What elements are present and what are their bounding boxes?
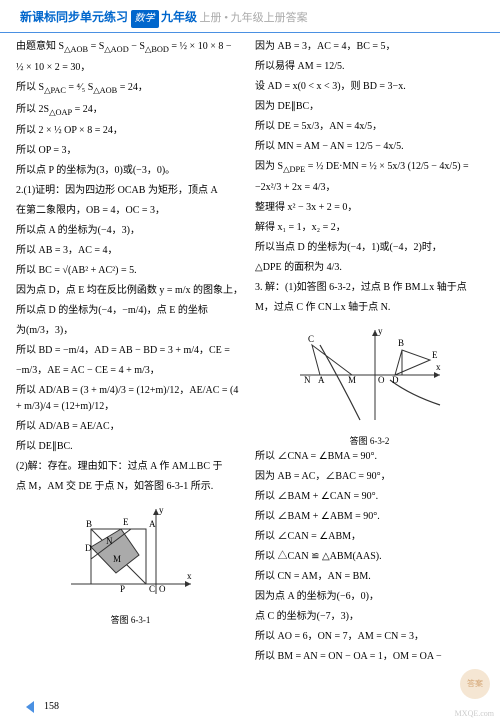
watermark-circle: 答案 bbox=[460, 669, 490, 699]
svg-text:O: O bbox=[378, 375, 385, 385]
svg-text:E: E bbox=[123, 517, 129, 527]
fig1-caption: 答图 6-3-1 bbox=[16, 613, 245, 627]
svg-text:C: C bbox=[149, 584, 155, 594]
fig2-caption: 答图 6-3-2 bbox=[255, 434, 484, 448]
text-line: 由题意知 S△AOB = S△AOD − S△BOD = ½ × 10 × 8 … bbox=[16, 39, 245, 56]
text-line: 所以 BD = −m/4，AD = AB − BD = 3 + m/4，CE = bbox=[16, 343, 245, 359]
text-line: 所以 MN = AM − AN = 12/5 − 4x/5. bbox=[255, 139, 484, 155]
text-line: 所以 AB = 3，AC = 4， bbox=[16, 243, 245, 259]
grade: 九年级 bbox=[161, 10, 197, 24]
text-line: 所以 BM = AN = ON − OA = 1，OM = OA − bbox=[255, 649, 484, 665]
svg-text:D: D bbox=[85, 543, 92, 553]
svg-text:M: M bbox=[348, 375, 356, 385]
text-line: 整理得 x² − 3x + 2 = 0， bbox=[255, 200, 484, 216]
text-line: 所以当点 D 的坐标为(−4，1)或(−4，2)时， bbox=[255, 240, 484, 256]
text-line: 所以 DE = 5x/3，AN = 4x/5， bbox=[255, 119, 484, 135]
text-line: 所以 OP = 3， bbox=[16, 143, 245, 159]
title: 新课标同步单元练习 bbox=[20, 10, 128, 24]
text-line: 点 C 的坐标为(−7，3)， bbox=[255, 609, 484, 625]
text-line: 所以 2S△OAP = 24， bbox=[16, 102, 245, 119]
text-line: 因为 AB = 3，AC = 4，BC = 5， bbox=[255, 39, 484, 55]
svg-text:B: B bbox=[398, 338, 404, 348]
text-line: 所以 ∠BAM + ∠ABM = 90°. bbox=[255, 509, 484, 525]
text-line: (2)解：存在。理由如下：过点 A 作 AM⊥BC 于 bbox=[16, 459, 245, 475]
text-line: 因为点 A 的坐标为(−6，0)， bbox=[255, 589, 484, 605]
text-line: −m/3，AE = AC − CE = 4 + m/3， bbox=[16, 363, 245, 379]
text-line: 所以 AD/AB = AE/AC， bbox=[16, 419, 245, 435]
figure-6-3-2: C B E N A M O D y x bbox=[290, 320, 450, 430]
svg-text:A: A bbox=[318, 375, 325, 385]
text-line: 为(m/3，3)， bbox=[16, 323, 245, 339]
text-line: 因为 AB = AC，∠BAC = 90°， bbox=[255, 469, 484, 485]
svg-text:D: D bbox=[392, 375, 399, 385]
subject-badge: 数学 bbox=[131, 10, 159, 28]
svg-text:E: E bbox=[432, 350, 438, 360]
text-line: 设 AD = x(0 < x < 3)，则 BD = 3−x. bbox=[255, 79, 484, 95]
text-line: 所以 S△PAC = ⁴⁄₅ S△AOB = 24， bbox=[16, 80, 245, 97]
page-number: 158 bbox=[24, 695, 59, 719]
text-line: 所以 AD/AB = (3 + m/4)/3 = (12+m)/12，AE/AC… bbox=[16, 383, 245, 415]
text-line: 因为 S△DPE = ½ DE·MN = ½ × 5x/3 (12/5 − 4x… bbox=[255, 159, 484, 176]
text-line: 所以 2 × ½ OP × 8 = 24， bbox=[16, 123, 245, 139]
text-line: △DPE 的面积为 4/3. bbox=[255, 260, 484, 276]
watermark: MXQE.com bbox=[455, 708, 494, 721]
svg-text:x: x bbox=[187, 571, 192, 581]
right-column: 因为 AB = 3，AC = 4，BC = 5， 所以易得 AM = 12/5. 设… bbox=[255, 39, 484, 669]
text-line: 所以易得 AM = 12/5. bbox=[255, 59, 484, 75]
text-line: 所以 △CAN ≌ △ABM(AAS). bbox=[255, 549, 484, 565]
svg-text:O: O bbox=[159, 584, 166, 594]
text-line: 所以 ∠CNA = ∠BMA = 90°. bbox=[255, 449, 484, 465]
text-line: 3. 解：(1)如答图 6-3-2，过点 B 作 BM⊥x 轴于点 bbox=[255, 280, 484, 296]
text-line: 解得 x₁ = 1，x₂ = 2， bbox=[255, 220, 484, 236]
text-line: 所以 DE∥BC. bbox=[16, 439, 245, 455]
faint-text: 九年级上册答案 bbox=[231, 12, 308, 24]
text-line: −2x²/3 + 2x = 4/3， bbox=[255, 180, 484, 196]
text-line: 所以 ∠BAM + ∠CAN = 90°. bbox=[255, 489, 484, 505]
volume: 上册 • bbox=[200, 12, 229, 24]
text-line: 2.(1)证明：因为四边形 OCAB 为矩形，顶点 A bbox=[16, 183, 245, 199]
text-line: 所以 BC = √(AB² + AC²) = 5. bbox=[16, 263, 245, 279]
text-line: M，过点 C 作 CN⊥x 轴于点 N. bbox=[255, 300, 484, 316]
svg-text:y: y bbox=[378, 326, 383, 336]
svg-text:M: M bbox=[113, 554, 121, 564]
page-header: 新课标同步单元练习 数学 九年级 上册 • 九年级上册答案 bbox=[0, 0, 500, 33]
content-columns: 由题意知 S△AOB = S△AOD − S△BOD = ½ × 10 × 8 … bbox=[0, 33, 500, 675]
text-line: ½ × 10 × 2 = 30， bbox=[16, 60, 245, 76]
svg-text:N: N bbox=[304, 375, 311, 385]
text-line: 所以点 A 的坐标为(−4，3)， bbox=[16, 223, 245, 239]
arrow-icon bbox=[24, 699, 40, 715]
svg-text:x: x bbox=[436, 362, 441, 372]
svg-text:y: y bbox=[159, 505, 164, 515]
svg-text:B: B bbox=[86, 519, 92, 529]
text-line: 点 M，AM 交 DE 于点 N，如答图 6-3-1 所示. bbox=[16, 479, 245, 495]
text-line: 所以 CN = AM，AN = BM. bbox=[255, 569, 484, 585]
text-line: 所以点 D 的坐标为(−4，−m/4)，点 E 的坐标 bbox=[16, 303, 245, 319]
figure-6-3-1: B A E D M N C P O y x bbox=[61, 499, 201, 609]
svg-text:A: A bbox=[149, 519, 156, 529]
text-line: 所以 AO = 6，ON = 7，AM = CN = 3， bbox=[255, 629, 484, 645]
svg-text:P: P bbox=[120, 584, 125, 594]
svg-text:C: C bbox=[308, 334, 314, 344]
text-line: 因为 DE∥BC， bbox=[255, 99, 484, 115]
text-line: 所以 ∠CAN = ∠ABM， bbox=[255, 529, 484, 545]
text-line: 所以点 P 的坐标为(3，0)或(−3，0)。 bbox=[16, 163, 245, 179]
text-line: 在第二象限内，OB = 4，OC = 3， bbox=[16, 203, 245, 219]
text-line: 因为点 D，点 E 均在反比例函数 y = m/x 的图象上， bbox=[16, 283, 245, 299]
svg-text:N: N bbox=[106, 536, 113, 546]
left-column: 由题意知 S△AOB = S△AOD − S△BOD = ½ × 10 × 8 … bbox=[16, 39, 245, 669]
